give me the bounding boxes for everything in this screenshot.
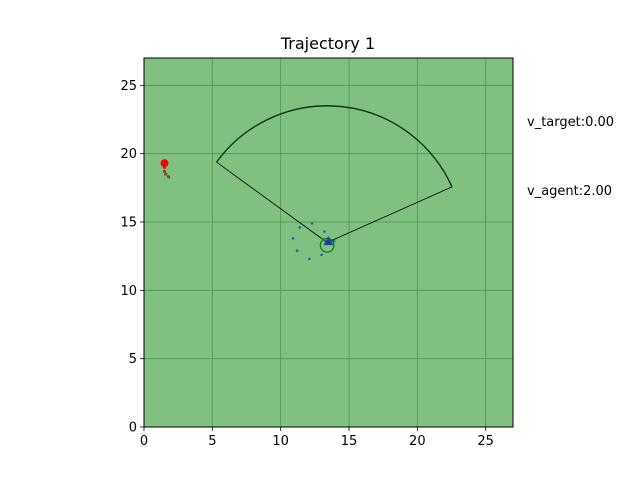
agent-group xyxy=(319,236,335,253)
v-target-label: v_target:0.00 xyxy=(527,115,614,130)
fov-arc xyxy=(216,105,453,188)
x-tick-label-5: 25 xyxy=(477,434,494,449)
agent-circle xyxy=(319,237,335,253)
y-tick-label-5: 25 xyxy=(120,79,137,94)
scan-point-5 xyxy=(308,257,311,261)
x-axis-ticks: 0 5 10 15 20 25 xyxy=(140,427,494,449)
agent-marker xyxy=(323,236,334,246)
scan-point-2 xyxy=(323,230,326,233)
y-tick-label-1: 5 xyxy=(129,352,137,367)
target-trail-point-2 xyxy=(164,172,168,176)
target-group xyxy=(160,159,171,179)
chart-title: Trajectory 1 xyxy=(280,34,375,53)
y-tick-label-3: 15 xyxy=(120,216,137,231)
field-of-view-sector xyxy=(216,105,453,243)
scan-point-1 xyxy=(298,226,302,229)
y-tick-label-4: 20 xyxy=(120,147,137,162)
x-tick-label-3: 15 xyxy=(341,434,358,449)
scan-point-3 xyxy=(291,237,295,240)
grid-lines xyxy=(143,58,513,428)
target-trail-point-1 xyxy=(162,169,167,174)
scan-point-0 xyxy=(310,222,314,225)
x-tick-label-4: 20 xyxy=(409,434,426,449)
target-trail-point-3 xyxy=(167,175,171,179)
fov-edge-right xyxy=(326,186,453,243)
y-tick-label-0: 0 xyxy=(129,421,137,436)
scan-point-6 xyxy=(320,253,323,257)
x-tick-label-1: 5 xyxy=(208,434,216,449)
x-tick-label-2: 10 xyxy=(272,434,289,449)
target-marker xyxy=(160,159,169,168)
v-agent-label: v_agent:2.00 xyxy=(527,184,612,199)
fov-edge-left xyxy=(216,161,328,243)
scan-point-4 xyxy=(295,249,299,252)
x-tick-label-0: 0 xyxy=(140,434,148,449)
axes-frame xyxy=(143,57,514,428)
y-tick-label-2: 10 xyxy=(120,284,137,299)
scan-points xyxy=(291,222,336,261)
axes-border xyxy=(143,57,514,428)
y-axis-ticks: 0 5 10 15 20 25 xyxy=(120,79,144,436)
